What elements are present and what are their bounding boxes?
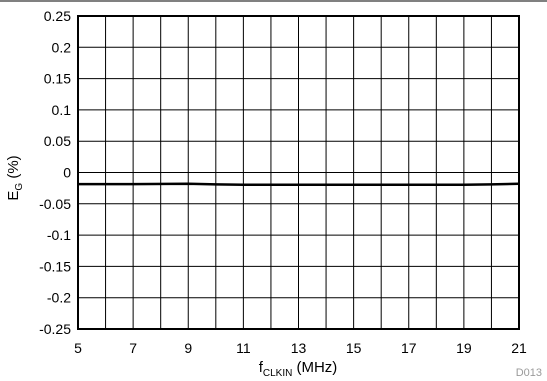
- x-tick-label: 5: [74, 340, 82, 356]
- y-axis-label: EG (%): [5, 155, 25, 200]
- figure-id: D013: [516, 367, 542, 379]
- series-line: [78, 182, 520, 186]
- y-tick-label: -0.15: [39, 258, 71, 274]
- x-axis-label-unit: (MHz): [292, 359, 337, 376]
- y-tick-label: 0.05: [44, 133, 71, 149]
- y-axis-label-unit: (%): [5, 155, 22, 183]
- x-tick-label: 15: [346, 340, 362, 356]
- y-axis-label-main: E: [5, 191, 22, 201]
- x-tick-labels: 5 7 9 11 13 15 17 19 21: [74, 340, 527, 356]
- x-tick-label: 7: [129, 340, 137, 356]
- y-tick-label: 0: [63, 165, 71, 181]
- series-layer: [78, 182, 520, 186]
- x-tick-label: 21: [511, 340, 527, 356]
- x-axis-label-sub: CLKIN: [263, 368, 292, 379]
- y-tick-label: 0.25: [44, 8, 71, 24]
- y-tick-label: 0.2: [52, 39, 72, 55]
- y-tick-label: -0.2: [47, 290, 71, 306]
- y-tick-label: 0.1: [52, 102, 72, 118]
- grid: [77, 15, 520, 330]
- x-tick-label: 11: [236, 340, 251, 356]
- y-tick-label: -0.1: [47, 227, 71, 243]
- x-tick-label: 19: [456, 340, 472, 356]
- x-axis-label-main: f: [259, 359, 264, 376]
- y-tick-label: -0.25: [39, 321, 71, 337]
- x-tick-label: 17: [401, 340, 417, 356]
- x-axis-label: fCLKIN (MHz): [259, 359, 338, 379]
- plot-frame: [77, 15, 520, 330]
- y-tick-label: 0.15: [44, 71, 71, 87]
- x-tick-label: 13: [291, 340, 307, 356]
- y-axis-label-sub: G: [14, 183, 25, 191]
- y-tick-labels: 0.25 0.2 0.15 0.1 0.05 0 -0.05 -0.1 -0.15 -0.2 -0.…: [39, 8, 71, 337]
- y-tick-label: -0.05: [39, 196, 71, 212]
- x-tick-label: 9: [184, 340, 192, 356]
